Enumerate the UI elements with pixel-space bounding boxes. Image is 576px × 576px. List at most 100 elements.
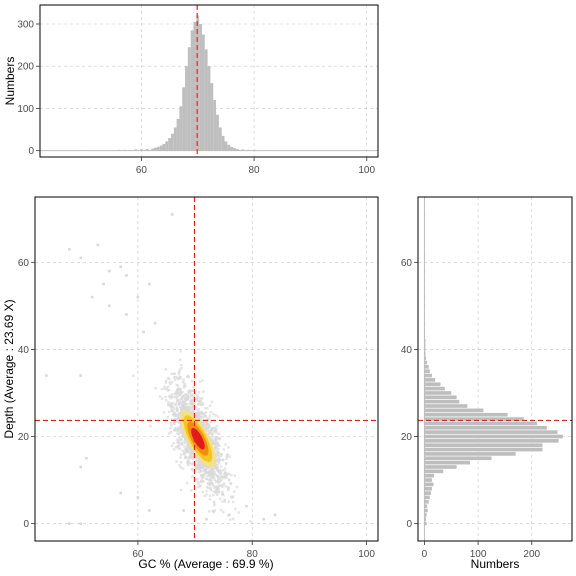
scatter-point: [202, 476, 206, 479]
scatter-point: [195, 457, 199, 461]
scatter-point: [201, 423, 204, 427]
depth-histogram-bar: [424, 360, 428, 365]
scatter-point: [204, 425, 207, 428]
scatter-point: [199, 400, 203, 404]
scatter-point: [183, 442, 187, 445]
depth-histogram-bar: [424, 460, 471, 465]
scatter-point: [227, 486, 230, 489]
scatter-point: [201, 397, 204, 400]
scatter-point: [176, 414, 180, 418]
scatter-point: [210, 472, 213, 475]
scatter-point: [189, 391, 192, 394]
gc-histogram-bar: [227, 144, 231, 151]
depth-histogram-bar: [424, 434, 563, 439]
scatter-point: [197, 471, 200, 474]
scatter-point: [233, 490, 236, 493]
scatter-point: [200, 419, 203, 423]
depth-histogram-bar: [424, 473, 435, 478]
scatter-point: [201, 464, 205, 468]
scatter-point: [193, 402, 196, 406]
scatter-point: [214, 485, 218, 488]
scatter-point: [189, 453, 193, 456]
scatter-point: [180, 395, 184, 399]
scatter-point: [177, 428, 180, 431]
scatter-point: [168, 381, 171, 384]
scatter-point: [167, 377, 171, 381]
scatter-outlier-point: [96, 243, 100, 247]
scatter-point: [180, 397, 184, 401]
depth-histogram-bar: [424, 412, 508, 417]
scatter-point: [177, 412, 181, 415]
scatter-point: [190, 389, 194, 393]
scatter-point: [178, 376, 181, 379]
scatter-point: [176, 377, 180, 381]
depth-histogram-bar: [424, 486, 432, 491]
depth-histogram-xlabel: Numbers: [471, 557, 520, 571]
scatter-point: [192, 395, 196, 399]
scatter-point: [231, 517, 235, 521]
gc-histogram-bar: [179, 106, 183, 151]
scatter-point: [179, 387, 183, 391]
scatter-point: [181, 433, 185, 437]
scatter-point: [203, 473, 206, 476]
scatter-point: [198, 463, 201, 467]
scatter-point: [206, 429, 209, 433]
depth-histogram-bar: [424, 351, 426, 356]
scatter-point: [237, 511, 240, 514]
scatter-point: [154, 386, 157, 390]
scatter-point: [196, 409, 199, 412]
gc-histogram-bar: [196, 15, 200, 151]
scatter-point: [214, 491, 217, 494]
depth-histogram-bar: [424, 404, 468, 408]
scatter-point: [179, 350, 183, 353]
scatter-point: [179, 411, 183, 415]
scatter-outlier-point: [136, 295, 140, 299]
scatter-points: [45, 213, 277, 525]
depth-histogram-xtick-label: 200: [523, 549, 540, 560]
scatter-point: [211, 441, 215, 445]
scatter-point: [179, 488, 183, 492]
scatter-point: [199, 413, 202, 416]
scatter-point: [187, 450, 190, 454]
scatter-point: [169, 402, 172, 405]
scatter-point: [180, 392, 183, 395]
scatter-point: [215, 451, 218, 454]
scatter-point: [176, 418, 180, 421]
scatter-point: [179, 429, 183, 432]
scatter-point: [210, 438, 214, 442]
scatter-point: [164, 381, 168, 384]
scatter-point: [184, 438, 187, 441]
gc-histogram-bar: [241, 149, 245, 151]
scatter-point: [191, 457, 194, 460]
scatter-point: [170, 395, 174, 399]
gc-histogram-bar: [210, 83, 214, 151]
scatter-point: [216, 486, 219, 489]
scatter-point: [202, 466, 205, 469]
depth-histogram-bar: [424, 521, 427, 526]
scatter-point: [215, 463, 219, 467]
depth-histogram-plot-area: [418, 197, 572, 541]
scatter-point: [196, 459, 199, 462]
scatter-point: [182, 386, 186, 389]
scatter-point: [174, 412, 177, 415]
depth-histogram-bar: [424, 504, 428, 508]
scatter-point: [198, 485, 202, 488]
scatter-point: [186, 393, 189, 397]
scatter-point: [176, 399, 179, 402]
scatter-point: [174, 375, 177, 379]
scatter-point: [191, 452, 195, 456]
gc-histogram-ytick-label: 100: [17, 104, 34, 115]
scatter-outlier-point: [108, 304, 111, 308]
scatter-point: [189, 393, 193, 396]
scatter-point: [182, 404, 186, 407]
gc-histogram-bar: [207, 66, 211, 151]
scatter-point: [223, 476, 226, 480]
scatter-point: [177, 394, 180, 397]
scatter-point: [208, 498, 212, 501]
scatter-point: [194, 460, 197, 463]
scatter-point: [231, 495, 235, 498]
gc-histogram-bar: [134, 149, 138, 151]
scatter-point: [186, 406, 189, 410]
scatter-point: [214, 454, 218, 458]
scatter-outlier-point: [79, 465, 83, 469]
